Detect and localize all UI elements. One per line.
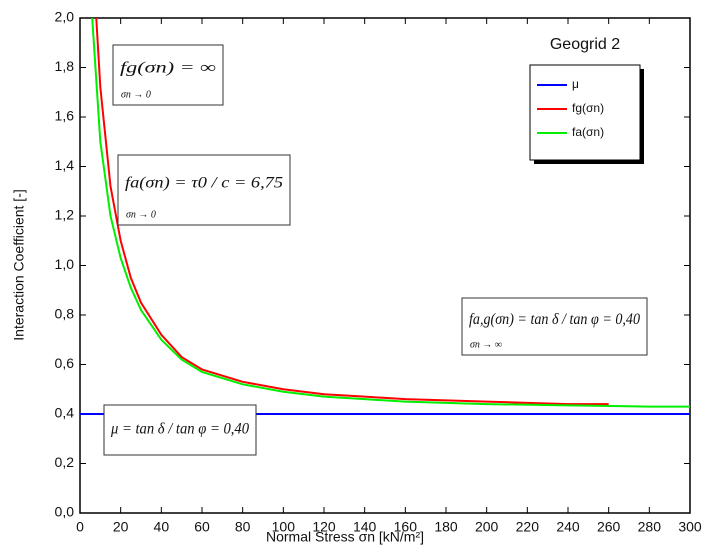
- annotation-text: fg(σn) = ∞: [120, 60, 216, 77]
- annotation-box: [117, 154, 291, 226]
- x-tick-label: 140: [353, 519, 377, 535]
- annotation-limit: σn → 0: [126, 209, 156, 220]
- legend-label: fa(σn): [572, 125, 604, 139]
- x-tick-label: 120: [312, 519, 336, 535]
- legend-box: [529, 64, 641, 161]
- data-line: [95, 17, 609, 406]
- y-tick-label: 1,4: [55, 157, 75, 173]
- annotation-limit: σn → ∞: [470, 339, 502, 350]
- x-tick-label: 280: [638, 519, 662, 535]
- chart-title: Geogrid 2: [550, 36, 620, 53]
- y-tick-label: 0,8: [55, 306, 75, 322]
- y-tick-label: 0,0: [55, 504, 75, 520]
- annotation-box: [461, 297, 648, 356]
- annotation-text: fa,g(σn) = tan δ / tan φ = 0,40: [469, 311, 640, 328]
- legend-label: fg(σn): [572, 101, 604, 115]
- x-axis-title: Normal Stress σn [kN/m²]: [266, 529, 424, 545]
- annotation-limit: σn → 0: [121, 89, 151, 100]
- y-tick-label: 0,2: [55, 454, 75, 470]
- x-tick-label: 260: [597, 519, 621, 535]
- x-tick-label: 160: [394, 519, 418, 535]
- x-tick-label: 60: [194, 519, 210, 535]
- x-tick-label: 220: [516, 519, 540, 535]
- y-tick-label: 1,6: [55, 108, 75, 124]
- x-tick-label: 180: [434, 519, 458, 535]
- annotation-box: [112, 44, 224, 106]
- data-line: [91, 17, 690, 408]
- annotation-box: [103, 404, 257, 456]
- y-tick-label: 1,8: [55, 58, 75, 74]
- y-axis-title: Interaction Coefficient [-]: [11, 189, 27, 340]
- x-tick-label: 80: [235, 519, 251, 535]
- y-tick-label: 0,4: [55, 405, 75, 421]
- y-tick-label: 2,0: [55, 9, 75, 25]
- x-tick-label: 300: [678, 519, 702, 535]
- x-tick-label: 100: [272, 519, 296, 535]
- x-tick-label: 20: [113, 519, 129, 535]
- legend-label: μ: [572, 77, 579, 91]
- x-tick-label: 200: [475, 519, 499, 535]
- y-tick-label: 1,2: [55, 207, 75, 223]
- x-tick-label: 240: [556, 519, 580, 535]
- y-tick-label: 1,0: [55, 256, 75, 272]
- y-tick-label: 0,6: [55, 355, 75, 371]
- annotation-text: μ = tan δ / tan φ = 0,40: [110, 421, 249, 438]
- annotation-text: fa(σn) = τ0 / c = 6,75: [125, 175, 283, 192]
- x-tick-label: 0: [76, 519, 84, 535]
- x-tick-label: 40: [154, 519, 170, 535]
